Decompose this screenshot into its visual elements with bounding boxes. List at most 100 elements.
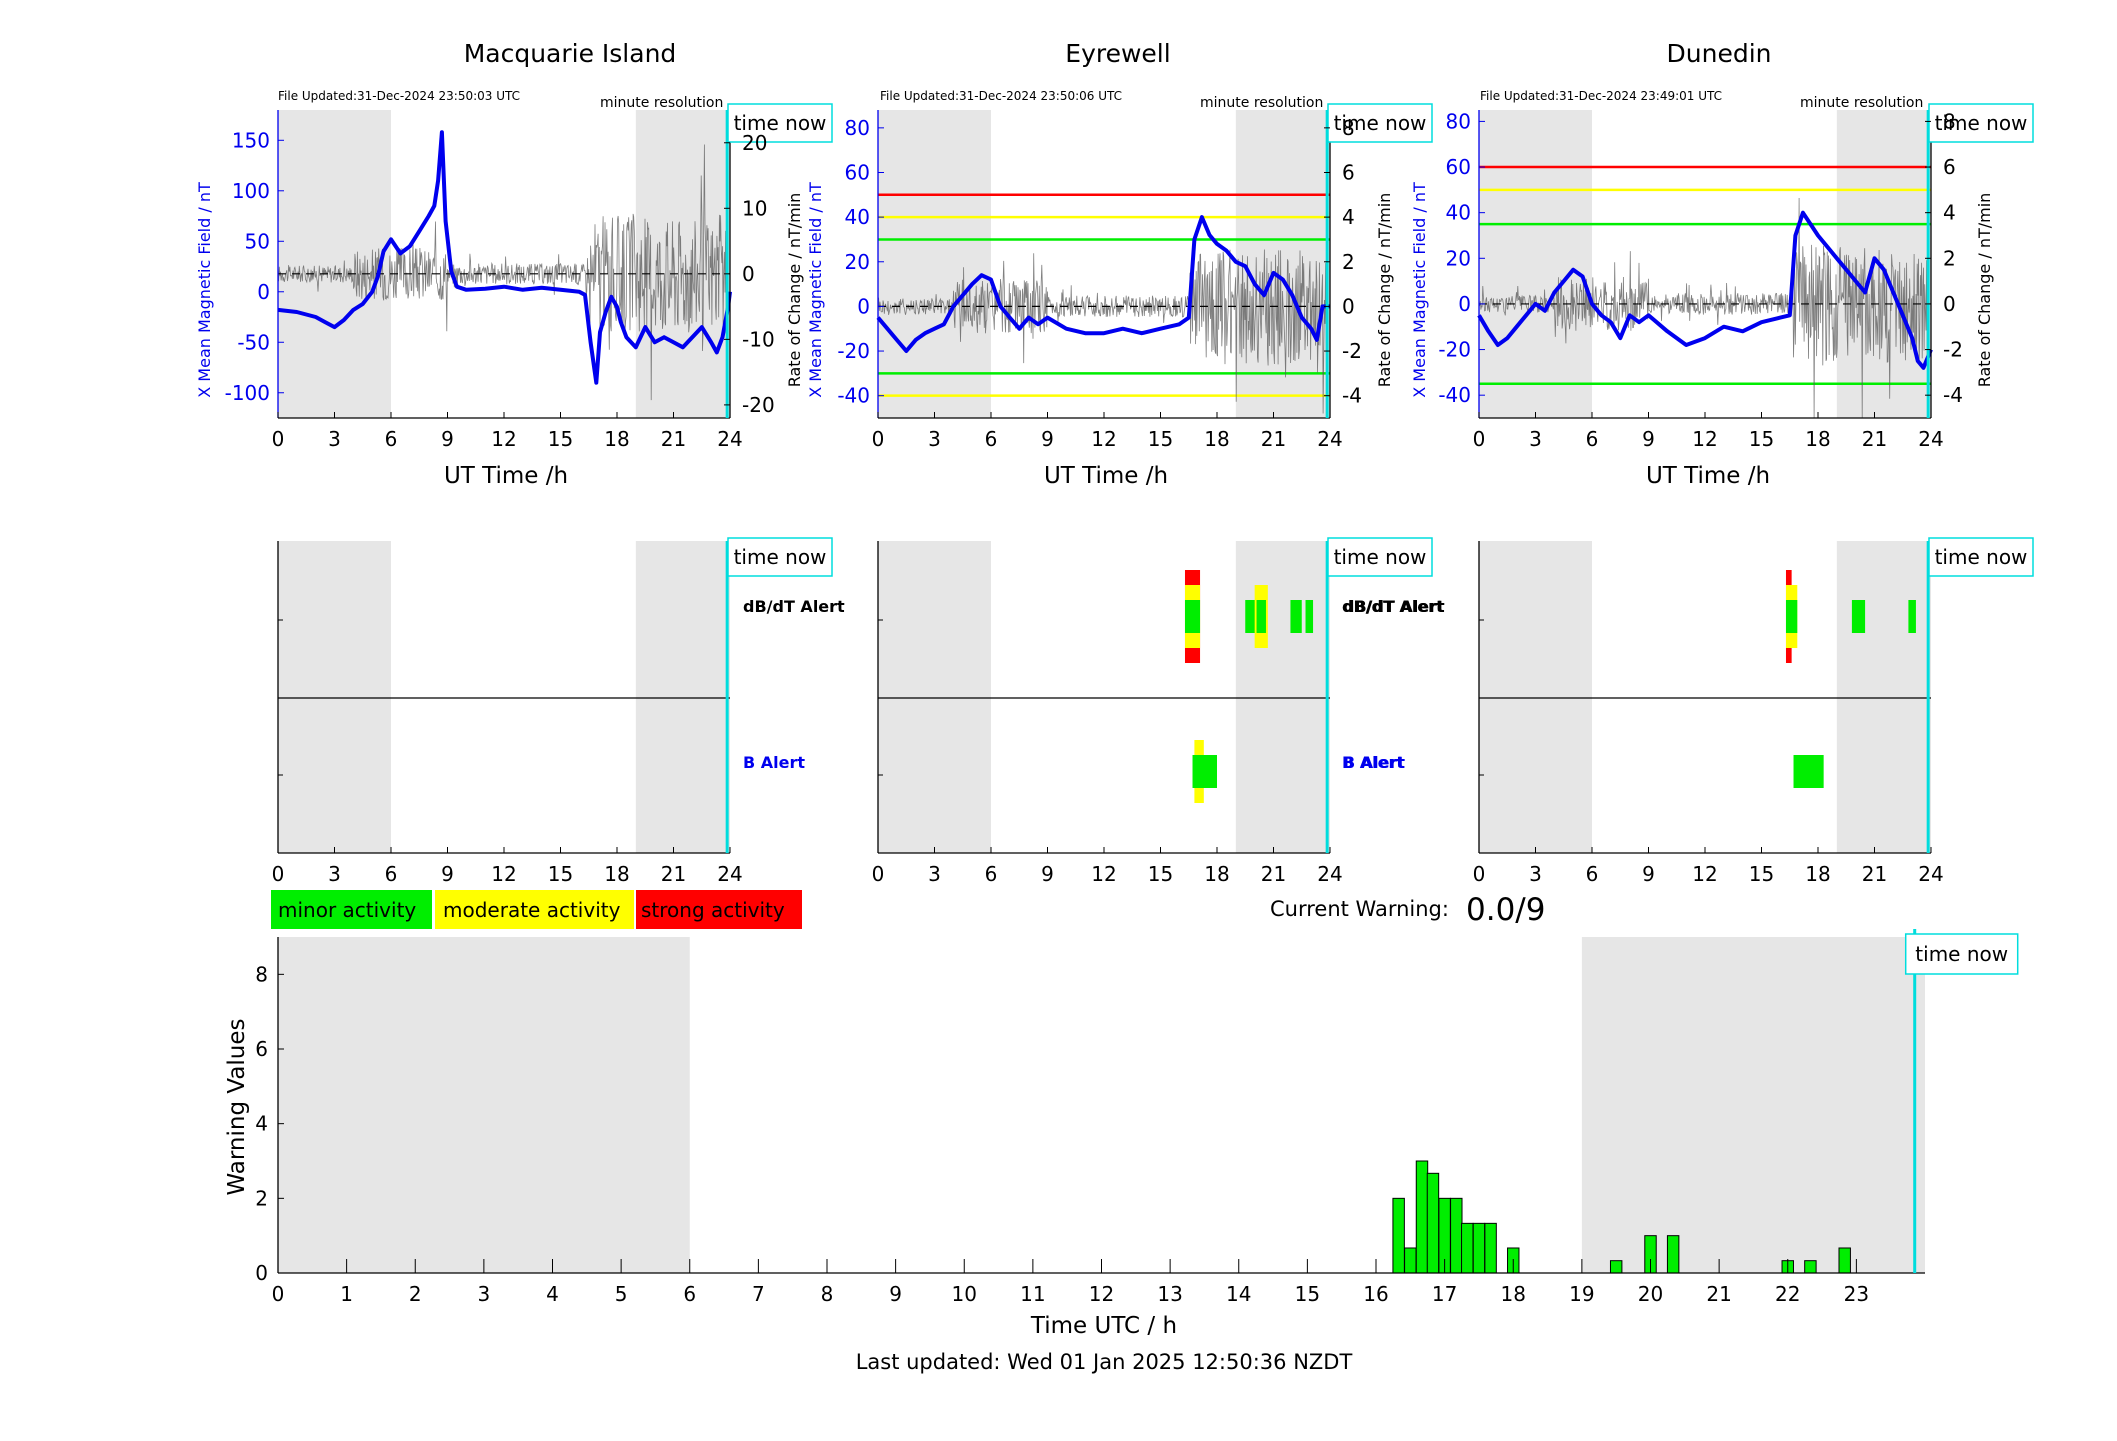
x-tick-label: 14	[1226, 1282, 1251, 1306]
x-tick-label: 9	[889, 1282, 902, 1306]
y-left-tick-label: 0	[257, 280, 270, 304]
time-now-label: time now	[734, 111, 827, 135]
x-tick-label: 3	[1529, 862, 1542, 886]
x-tick-label: 19	[1569, 1282, 1594, 1306]
alert-panel-macquarie: time now 0 3 6 9 12 15 18 21 24	[272, 537, 833, 886]
x-tick-label: 11	[1020, 1282, 1045, 1306]
x-tick-label: 24	[1317, 427, 1342, 451]
x-tick-label: 6	[1586, 862, 1599, 886]
dbdt-alert-label-eyrewell: dB/dT Alert	[1342, 597, 1444, 616]
alert-block-minor	[1908, 600, 1916, 633]
y-left-tick-label: 80	[845, 116, 870, 140]
y-left-tick-label: 0	[1458, 292, 1471, 316]
y-right-tick-label: 8	[1943, 109, 1956, 133]
xlabel-eyrewell: UT Time /h	[1044, 463, 1168, 489]
time-now-label: time now	[734, 545, 827, 569]
panel-title-dunedin: Dunedin	[1667, 39, 1772, 68]
warning-bar	[1666, 1235, 1680, 1274]
x-tick-label: 3	[928, 427, 941, 451]
x-tick-label: 20	[1638, 1282, 1663, 1306]
current-warning-value: 0.0/9	[1466, 892, 1545, 928]
alert-panel-dunedin: time now 0 3 6 9 12 15 18 21 24	[1473, 537, 2034, 886]
warning-bar	[1804, 1260, 1817, 1274]
x-tick-label: 3	[1529, 427, 1542, 451]
x-tick-label: 24	[1918, 862, 1943, 886]
x-tick-label: 5	[615, 1282, 628, 1306]
night-shading-1	[1836, 541, 1931, 853]
y-right-tick-label: -2	[1943, 338, 1963, 362]
x-tick-label: 17	[1432, 1282, 1457, 1306]
x-mean-field-line	[1477, 210, 1933, 370]
night-shading-0	[1479, 110, 1592, 418]
time-now-box	[1327, 537, 1433, 577]
warning-bar	[1415, 1160, 1429, 1274]
y-left-tick-label: -50	[237, 330, 270, 354]
x-tick-label: 0	[272, 862, 285, 886]
x-tick-label: 22	[1775, 1282, 1800, 1306]
y-left-tick-label: 60	[845, 160, 870, 184]
warning-bar	[1838, 1247, 1851, 1274]
y-left-tick-label: -100	[225, 381, 270, 405]
x-tick-label: 12	[1692, 862, 1717, 886]
b-alert-label-eyrewell: B Alert	[1342, 753, 1404, 772]
last-updated: Last updated: Wed 01 Jan 2025 12:50:36 N…	[856, 1350, 1353, 1374]
night-shading-0	[278, 110, 391, 418]
y-left-tick-label: 40	[845, 205, 870, 229]
warning-bar	[1609, 1260, 1623, 1274]
x-tick-label: 9	[1041, 427, 1054, 451]
time-now-box	[727, 103, 833, 143]
legend-minor-swatch	[271, 890, 432, 929]
file-updated-macquarie: File Updated:31-Dec-2024 23:50:03 UTC	[278, 89, 520, 103]
x-tick-label: 18	[1204, 862, 1229, 886]
y-right-tick-label: 6	[1943, 155, 1956, 179]
x-tick-label: 12	[1692, 427, 1717, 451]
legend-minor-label: minor activity	[278, 898, 416, 922]
x-tick-label: 12	[491, 427, 516, 451]
x-tick-label: 12	[1091, 862, 1116, 886]
y-right-tick-label: 8	[1342, 116, 1355, 140]
y-left-tick-label: 100	[232, 179, 270, 203]
warning-bar	[1450, 1197, 1463, 1274]
y-right-tick-label: 6	[1342, 160, 1355, 184]
x-mean-field-line	[277, 130, 732, 385]
alert-block-minor	[1290, 600, 1302, 633]
time-now-box	[1928, 537, 2034, 577]
x-tick-label: 9	[1041, 862, 1054, 886]
y-left-tick-label: 50	[245, 229, 270, 253]
panel-title-macquarie: Macquarie Island	[464, 39, 677, 68]
y-right-tick-label: -10	[742, 327, 775, 351]
x-tick-label: 2	[409, 1282, 422, 1306]
file-updated-eyrewell: File Updated:31-Dec-2024 23:50:06 UTC	[880, 89, 1122, 103]
x-tick-label: 12	[1089, 1282, 1114, 1306]
x-tick-label: 9	[441, 862, 454, 886]
warning-bar	[1426, 1172, 1440, 1274]
night-shading-1	[1235, 541, 1330, 853]
time-now-label: time now	[1334, 111, 1427, 135]
x-tick-label: 0	[1473, 427, 1486, 451]
y-right-tick-label: -2	[1342, 339, 1362, 363]
resolution-macquarie: minute resolution	[600, 95, 723, 111]
alert-block-minor	[1851, 600, 1866, 633]
night-shading-0	[278, 937, 690, 1273]
b-alert-label-macquarie: B Alert	[743, 753, 805, 772]
night-shading-0	[1479, 541, 1592, 853]
x-tick-label: 18	[604, 862, 629, 886]
time-now-box	[1928, 103, 2034, 143]
y-right-tick-label: 20	[742, 131, 767, 155]
x-tick-label: 15	[1148, 862, 1173, 886]
ylabel-right-eyrewell: Rate of Change / nT/min	[1375, 193, 1394, 388]
y-left-tick-label: 150	[232, 128, 270, 152]
current-warning-label: Current Warning:	[1270, 897, 1449, 921]
x-tick-label: 18	[1204, 427, 1229, 451]
y-left-tick-label: -20	[1438, 338, 1471, 362]
alert-panel-eyrewell: time now 0 3 6 9 12 15 18 21 24	[872, 537, 1433, 886]
y-left-tick-label: 80	[1446, 109, 1471, 133]
x-tick-label: 21	[1862, 427, 1887, 451]
alert-block-minor	[1305, 600, 1314, 633]
x-tick-label: 24	[1918, 427, 1943, 451]
alert-block-minor	[1192, 755, 1217, 788]
ylabel-left-dunedin: X Mean Magnetic Field / nT	[1410, 182, 1429, 398]
